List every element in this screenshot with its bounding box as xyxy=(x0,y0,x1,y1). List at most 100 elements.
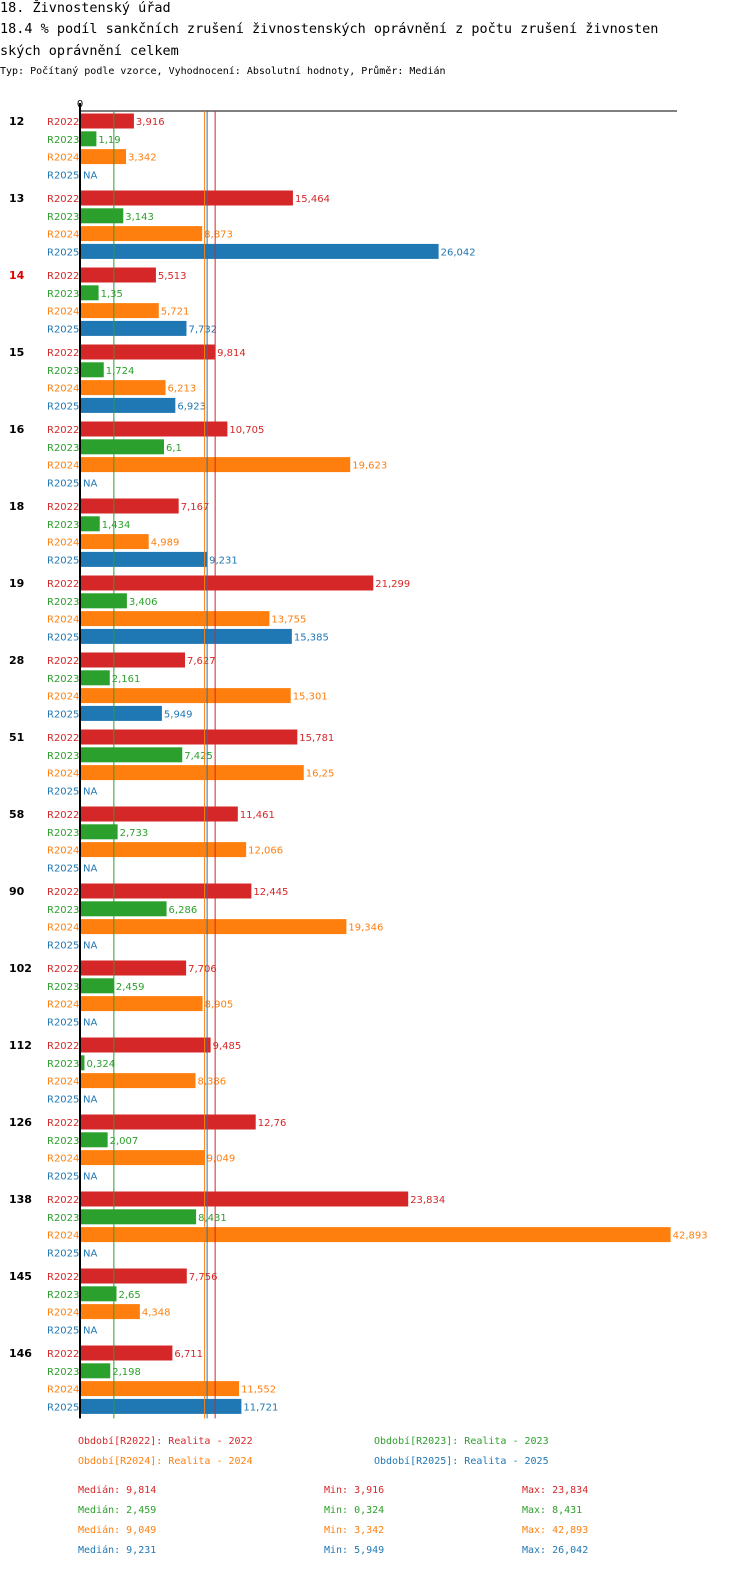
series-label: R2023 xyxy=(47,1136,79,1147)
data-label: 12,066 xyxy=(248,846,283,857)
data-label: NA xyxy=(83,1017,97,1028)
series-label: R2025 xyxy=(47,478,79,489)
series-label: R2024 xyxy=(47,230,79,241)
series-label: R2024 xyxy=(47,461,79,472)
data-label: 15,385 xyxy=(294,632,329,643)
bar xyxy=(80,747,183,763)
bar xyxy=(80,652,186,668)
stat-max: Max: 42,893 xyxy=(522,1525,589,1536)
data-label: 15,464 xyxy=(295,194,330,205)
data-label: NA xyxy=(83,1248,97,1259)
bar xyxy=(80,516,100,532)
series-label: R2024 xyxy=(47,384,79,395)
bar xyxy=(80,1304,140,1320)
series-label: R2022 xyxy=(47,579,79,590)
stat-min: Min: 3,916 xyxy=(324,1485,385,1496)
series-label: R2025 xyxy=(47,863,79,874)
series-label: R2025 xyxy=(47,632,79,643)
data-label: 1,724 xyxy=(106,366,135,377)
bar xyxy=(80,842,247,858)
series-label: R2025 xyxy=(47,1402,79,1413)
series-label: R2024 xyxy=(47,1000,79,1011)
series-label: R2024 xyxy=(47,1308,79,1319)
data-label: 11,552 xyxy=(241,1385,276,1396)
data-label: NA xyxy=(83,1094,97,1105)
bar xyxy=(80,320,187,336)
group-label: 16 xyxy=(9,423,25,436)
stat-max: Max: 26,042 xyxy=(522,1545,589,1556)
group-label: 58 xyxy=(9,808,24,821)
bar xyxy=(80,344,216,360)
data-label: 3,406 xyxy=(129,597,158,608)
data-label: 2,198 xyxy=(112,1367,141,1378)
series-label: R2023 xyxy=(47,982,79,993)
bar xyxy=(80,498,179,514)
series-label: R2023 xyxy=(47,828,79,839)
bar xyxy=(80,883,252,899)
legend-item: Období[R2025]: Realita - 2025 xyxy=(374,1456,549,1467)
data-label: 9,485 xyxy=(213,1041,242,1052)
bar xyxy=(80,113,134,129)
bar xyxy=(80,1150,205,1166)
stat-median: Medián: 9,049 xyxy=(78,1525,157,1536)
bar xyxy=(80,1191,409,1207)
group-label: 14 xyxy=(9,269,25,282)
data-label: NA xyxy=(83,940,97,951)
data-label: 7,167 xyxy=(181,502,210,513)
data-label: 4,348 xyxy=(142,1308,171,1319)
series-label: R2024 xyxy=(47,1231,79,1242)
bar xyxy=(80,190,293,206)
series-label: R2024 xyxy=(47,923,79,934)
bar xyxy=(80,439,164,455)
data-label: 6,923 xyxy=(177,401,206,412)
series-label: R2025 xyxy=(47,709,79,720)
series-label: R2022 xyxy=(47,271,79,282)
data-label: 6,213 xyxy=(168,384,197,395)
data-label: NA xyxy=(83,863,97,874)
data-label: 9,814 xyxy=(217,348,246,359)
stat-median: Medián: 2,459 xyxy=(78,1505,157,1516)
group-label: 90 xyxy=(9,885,25,898)
series-label: R2023 xyxy=(47,1213,79,1224)
series-label: R2024 xyxy=(47,307,79,318)
bar xyxy=(80,1114,256,1130)
series-label: R2024 xyxy=(47,1154,79,1165)
group-label: 15 xyxy=(9,346,24,359)
data-label: 6,286 xyxy=(169,905,198,916)
bar xyxy=(80,1363,111,1379)
legend-item: Období[R2022]: Realita - 2022 xyxy=(78,1436,253,1447)
series-label: R2023 xyxy=(47,597,79,608)
data-label: 6,711 xyxy=(174,1349,203,1360)
stat-min: Min: 5,949 xyxy=(324,1545,385,1556)
series-label: R2024 xyxy=(47,1385,79,1396)
data-label: 8,386 xyxy=(197,1077,226,1088)
group-label: 146 xyxy=(9,1347,32,1360)
series-label: R2025 xyxy=(47,1094,79,1105)
bar xyxy=(80,729,298,745)
bar xyxy=(80,611,270,627)
series-label: R2024 xyxy=(47,615,79,626)
data-label: 11,721 xyxy=(243,1402,278,1413)
data-label: 1,434 xyxy=(102,520,131,531)
data-label: 15,781 xyxy=(299,733,334,744)
series-label: R2022 xyxy=(47,425,79,436)
stat-min: Min: 3,342 xyxy=(324,1525,385,1536)
chart-title-line-1: 18. Živnostenský úřad xyxy=(0,0,171,16)
chart-title-line-3: ských oprávnění celkem xyxy=(0,43,179,59)
data-label: 7,627 xyxy=(187,656,216,667)
series-label: R2022 xyxy=(47,1118,79,1129)
data-label: NA xyxy=(83,478,97,489)
bar xyxy=(80,1345,173,1361)
data-label: 13,755 xyxy=(271,615,306,626)
data-label: 15,301 xyxy=(293,692,328,703)
series-label: R2024 xyxy=(47,692,79,703)
group-label: 19 xyxy=(9,577,24,590)
data-label: 3,342 xyxy=(128,153,157,164)
group-label: 28 xyxy=(9,654,24,667)
series-label: R2022 xyxy=(47,656,79,667)
chart-title-line-2: 18.4 % podíl sankčních zrušení živnosten… xyxy=(0,21,659,37)
group-label: 102 xyxy=(9,962,32,975)
series-label: R2022 xyxy=(47,1272,79,1283)
series-label: R2022 xyxy=(47,348,79,359)
bar xyxy=(80,628,292,644)
